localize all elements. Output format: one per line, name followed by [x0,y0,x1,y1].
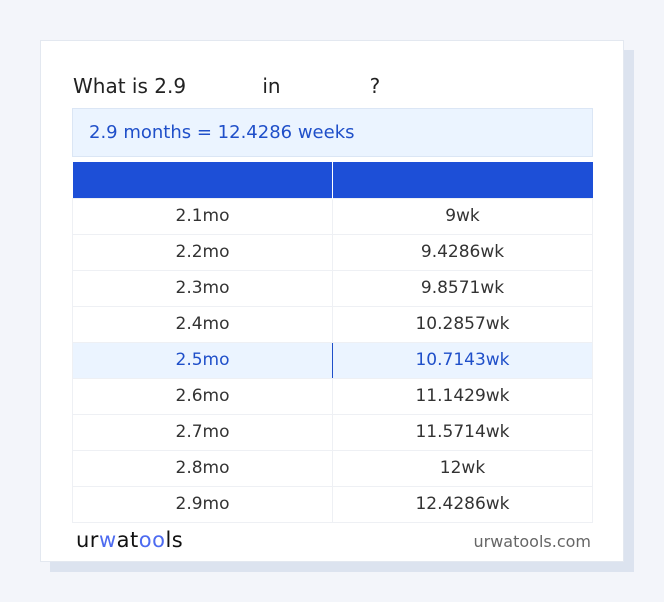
site-link[interactable]: urwatools.com [473,532,592,551]
months-cell: 2.7mo [72,413,333,451]
table-row: 2.5mo 10.7143wk [72,341,593,379]
months-cell: 2.3mo [72,269,333,307]
urwatools-logo[interactable]: urwatools [76,528,184,552]
title-mid: in [262,74,281,98]
weeks-cell: 9.4286wk [332,233,593,271]
months-cell: 2.2mo [72,233,333,271]
title-prefix: What is 2.9 [73,74,187,98]
months-cell: 2.4mo [72,305,333,343]
months-cell: 2.1mo [72,197,333,235]
months-cell: 2.5mo [72,341,333,379]
result-box: 2.9 months = 12.4286 weeks [72,108,593,157]
weeks-cell: 11.1429wk [332,377,593,415]
weeks-cell: 10.2857wk [332,305,593,343]
page-title: What is 2.9 in ? [73,74,380,98]
table-row: 2.7mo 11.5714wk [72,413,593,451]
months-cell: 2.8mo [72,449,333,487]
conversion-table: 2.1mo 9wk 2.2mo 9.4286wk 2.3mo 9.8571wk 2.4mo 1… [72,162,593,523]
weeks-cell: 12.4286wk [332,485,593,523]
table-row: 2.4mo 10.2857wk [72,305,593,343]
table-row: 2.9mo 12.4286wk [72,485,593,523]
table-row: 2.8mo 12wk [72,449,593,487]
weeks-cell: 9wk [332,197,593,235]
weeks-cell: 9.8571wk [332,269,593,307]
converter-card: What is 2.9 in ? 2.9 months = 12.4286 we… [40,40,624,562]
table-row: 2.1mo 9wk [72,197,593,235]
months-cell: 2.9mo [72,485,333,523]
header-months [72,162,333,198]
weeks-cell: 12wk [332,449,593,487]
weeks-cell: 10.7143wk [332,341,593,379]
table-row: 2.6mo 11.1429wk [72,377,593,415]
months-cell: 2.6mo [72,377,333,415]
weeks-cell: 11.5714wk [332,413,593,451]
table-row: 2.2mo 9.4286wk [72,233,593,271]
header-weeks [332,162,593,198]
table-row: 2.3mo 9.8571wk [72,269,593,307]
title-suffix: ? [369,74,381,98]
